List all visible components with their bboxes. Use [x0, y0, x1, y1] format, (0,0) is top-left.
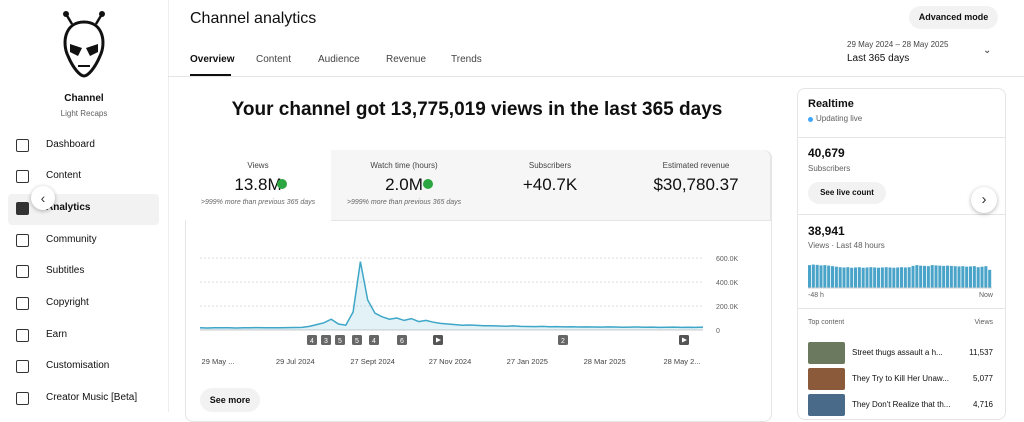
trend-up-icon: [423, 179, 433, 189]
collapse-button[interactable]: ‹: [31, 186, 55, 210]
tab[interactable]: Content: [256, 54, 292, 65]
tab[interactable]: Overview: [190, 54, 235, 65]
realtime-status: Updating live: [816, 114, 863, 123]
tab-underline: [190, 74, 231, 76]
nav-icon: [16, 392, 29, 405]
metric-value: 2.0M: [385, 175, 423, 194]
subscriber-label: Subscribers: [808, 164, 851, 173]
views-count: 38,941: [808, 224, 845, 238]
channel-name: Light Recaps: [60, 109, 108, 118]
tab[interactable]: Audience: [318, 54, 360, 65]
divider: [797, 214, 1006, 215]
thumbnail[interactable]: [808, 394, 845, 416]
header-divider: [168, 76, 1024, 77]
nav-item[interactable]: Customisation: [46, 360, 110, 371]
see-more-button[interactable]: See more: [200, 388, 260, 412]
video-views: 5,077: [972, 374, 993, 383]
metric-tab[interactable]: [477, 150, 624, 221]
metric-label: Estimated revenue: [662, 161, 730, 170]
page-title: Channel analytics: [190, 10, 317, 27]
divider: [797, 137, 1006, 138]
top-content-label: Top content: [808, 319, 845, 326]
channel-avatar: [63, 11, 105, 78]
sidebar: [0, 0, 169, 412]
video-views: 4,716: [972, 400, 993, 409]
video-title[interactable]: They Try to Kill Her Unaw...: [852, 374, 949, 383]
views-column: Views: [974, 319, 993, 326]
video-title[interactable]: Street thugs assault a h...: [852, 348, 943, 357]
video-title[interactable]: They Don't Realize that th...: [852, 400, 951, 409]
axis-end: Now: [978, 292, 993, 299]
date-range[interactable]: 29 May 2024 – 28 May 2025: [847, 40, 949, 49]
metric-label: Views: [247, 161, 269, 170]
nav-icon: [16, 360, 29, 373]
video-views: 11,537: [969, 348, 993, 357]
tab[interactable]: Revenue: [386, 54, 427, 65]
axis-start: -48 h: [808, 292, 824, 299]
nav-item[interactable]: Dashboard: [46, 139, 95, 150]
trend-up-icon: [277, 179, 287, 189]
date-dropdown[interactable]: ⌄: [983, 45, 992, 56]
nav-item[interactable]: Copyright: [46, 297, 89, 308]
metric-tab[interactable]: [331, 150, 478, 221]
realtime-title: Realtime: [808, 98, 854, 110]
period[interactable]: Last 365 days: [847, 53, 910, 64]
nav-item[interactable]: Content: [46, 170, 82, 181]
tab[interactable]: Trends: [451, 54, 482, 65]
headline: Your channel got 13,775,019 views in the…: [231, 99, 723, 120]
live-count-button[interactable]: See live count: [808, 182, 886, 204]
nav-icon: [16, 329, 29, 342]
metric-value: 13.8M: [234, 175, 282, 194]
metric-note: >999% more than previous 365 days: [346, 199, 462, 206]
nav-item[interactable]: Community: [46, 234, 97, 245]
nav-item[interactable]: Analytics: [46, 202, 91, 213]
divider: [797, 308, 1006, 309]
nav-item[interactable]: Earn: [46, 329, 68, 340]
nav-icon: [16, 265, 29, 278]
nav-icon: [16, 139, 29, 152]
channel-label: Channel: [64, 93, 104, 104]
metric-tab[interactable]: [623, 150, 771, 221]
nav-icon: [16, 202, 29, 215]
views-label: Views · Last 48 hours: [808, 241, 885, 250]
next-button[interactable]: ›: [971, 187, 997, 213]
thumbnail[interactable]: [808, 342, 845, 364]
metric-value: +40.7K: [522, 175, 578, 194]
live-dot: [808, 117, 813, 122]
metric-tab[interactable]: [185, 150, 332, 220]
advanced-mode-button[interactable]: Advanced mode: [909, 6, 998, 29]
thumbnail[interactable]: [808, 368, 845, 390]
metric-value: $30,780.37: [653, 175, 739, 194]
metric-note: >999% more than previous 365 days: [200, 199, 316, 206]
nav-icon: [16, 297, 29, 310]
nav-icon: [16, 170, 29, 183]
metric-label: Watch time (hours): [370, 161, 438, 170]
nav-item[interactable]: Subtitles: [46, 265, 85, 276]
nav-icon: [16, 234, 29, 247]
subscriber-count: 40,679: [808, 146, 845, 160]
nav-item[interactable]: Creator Music [Beta]: [46, 392, 138, 403]
metric-label: Subscribers: [528, 161, 572, 170]
